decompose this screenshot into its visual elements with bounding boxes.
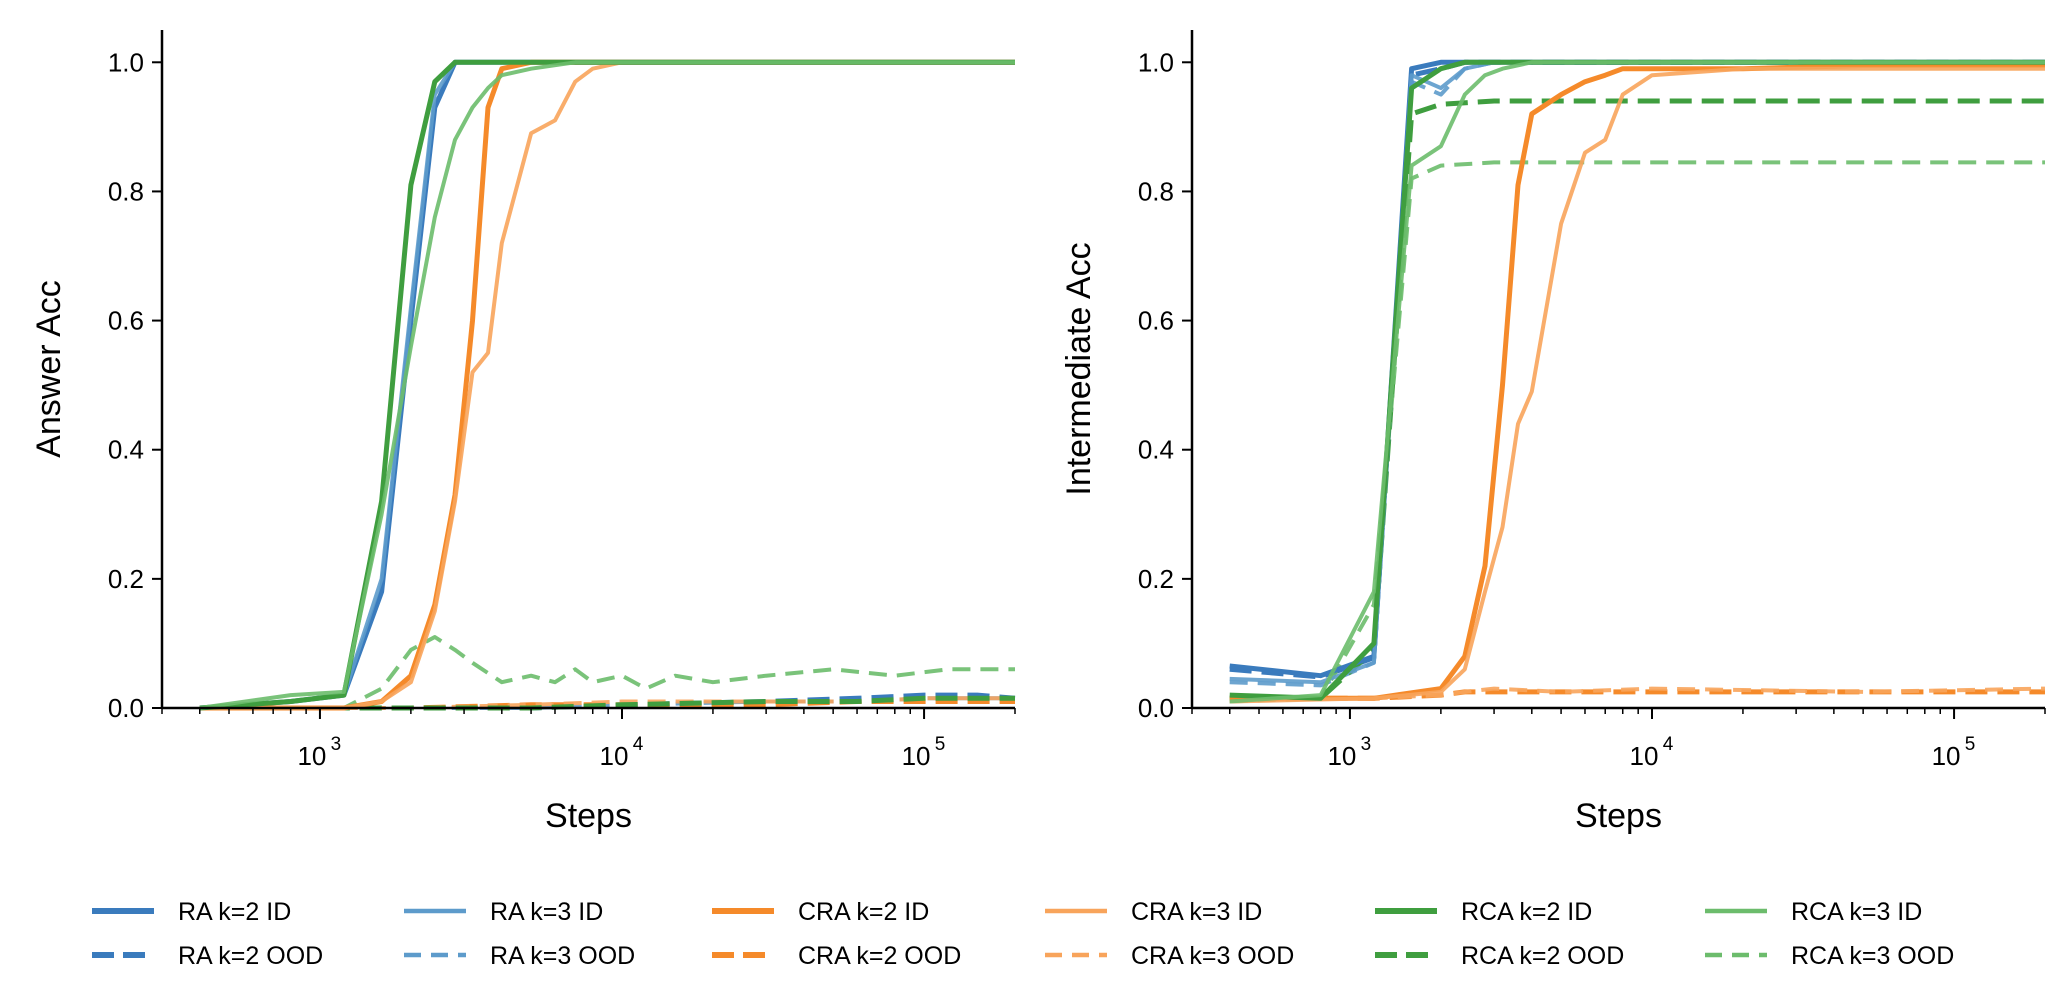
series-line-cra2id: [1229, 63, 2045, 701]
y-tick-label: 0.4: [1138, 435, 1174, 465]
y-tick-label: 0.0: [108, 693, 144, 723]
x-tick-exponent: 4: [633, 734, 644, 755]
x-tick-exponent: 5: [1965, 734, 1976, 755]
x-tick-exponent: 3: [331, 734, 342, 755]
x-axis-title: Steps: [1575, 797, 1662, 835]
series-line-ra3id: [1229, 60, 2045, 685]
x-tick-label: 10: [902, 741, 931, 771]
x-tick-label: 10: [1327, 741, 1356, 771]
legend-label-ra2ood: RA k=2 OOD: [178, 942, 323, 970]
series-line-rca3id: [199, 60, 1015, 710]
series-line-rca3id: [1229, 60, 2045, 704]
x-tick-label: 10: [1630, 741, 1659, 771]
x-tick-exponent: 4: [1663, 734, 1674, 755]
legend-label-cra3id: CRA k=3 ID: [1131, 898, 1262, 926]
series-line-rca2id: [199, 59, 1015, 711]
y-tick-label: 0.6: [108, 306, 144, 336]
x-axis-title: Steps: [545, 797, 632, 835]
series-line-cra3ood: [1229, 686, 2046, 701]
legend-label-ra3ood: RA k=3 OOD: [490, 942, 635, 970]
y-axis-title: Answer Acc: [30, 280, 68, 458]
y-tick-label: 0.2: [108, 564, 144, 594]
series-line-ra3id: [199, 60, 1015, 710]
legend-label-rca2id: RCA k=2 ID: [1461, 898, 1592, 926]
x-tick-exponent: 5: [935, 734, 946, 755]
series-line-cra3id: [1229, 66, 2045, 704]
series-line-ra2id: [1229, 59, 2045, 679]
series-line-ra2id: [199, 59, 1015, 711]
legend-label-cra2id: CRA k=2 ID: [798, 898, 929, 926]
y-tick-label: 0.8: [1138, 176, 1174, 206]
x-tick-exponent: 3: [1361, 734, 1372, 755]
y-tick-label: 1.0: [108, 47, 144, 77]
series-line-ra3ood: [1229, 60, 2045, 688]
legend: RA k=2 ID RA k=2 OOD RA k=3 ID RA k=3 OOD CR…: [92, 898, 1954, 970]
y-tick-label: 0.0: [1138, 693, 1174, 723]
y-tick-label: 0.6: [1138, 306, 1174, 336]
series-line-rca2ood: [1229, 98, 2045, 701]
x-tick-label: 10: [600, 741, 629, 771]
series-line-ra2ood: [1229, 59, 2045, 680]
x-tick-label: 10: [297, 741, 326, 771]
series-line-rca3ood: [199, 635, 1015, 710]
legend-label-cra2ood: CRA k=2 OOD: [798, 942, 961, 970]
series-line-rca3ood: [1229, 160, 2045, 704]
intermediate-acc-panel: 0.00.20.40.60.81.010 3 10 4 10 5StepsIntermed…: [1060, 30, 2046, 835]
y-tick-label: 0.2: [1138, 564, 1174, 594]
legend-label-cra3ood: CRA k=3 OOD: [1131, 942, 1294, 970]
series-line-cra3id: [199, 60, 1015, 710]
legend-label-rca3id: RCA k=3 ID: [1791, 898, 1922, 926]
y-tick-label: 1.0: [1138, 47, 1174, 77]
series-line-rca2id: [1229, 59, 2045, 701]
y-tick-label: 0.8: [108, 176, 144, 206]
y-axis-title: Intermediate Acc: [1060, 242, 1098, 495]
legend-label-ra3id: RA k=3 ID: [490, 898, 603, 926]
series-line-cra2id: [199, 59, 1015, 711]
x-tick-label: 10: [1932, 741, 1961, 771]
legend-label-rca3ood: RCA k=3 OOD: [1791, 942, 1954, 970]
legend-label-ra2id: RA k=2 ID: [178, 898, 291, 926]
legend-label-rca2ood: RCA k=2 OOD: [1461, 942, 1624, 970]
y-tick-label: 0.4: [108, 435, 144, 465]
